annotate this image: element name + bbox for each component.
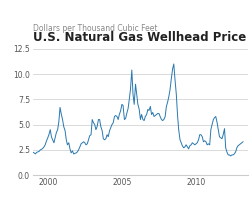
Text: U.S. Natural Gas Wellhead Price: U.S. Natural Gas Wellhead Price xyxy=(33,31,245,44)
Text: Dollars per Thousand Cubic Feet: Dollars per Thousand Cubic Feet xyxy=(33,24,157,33)
